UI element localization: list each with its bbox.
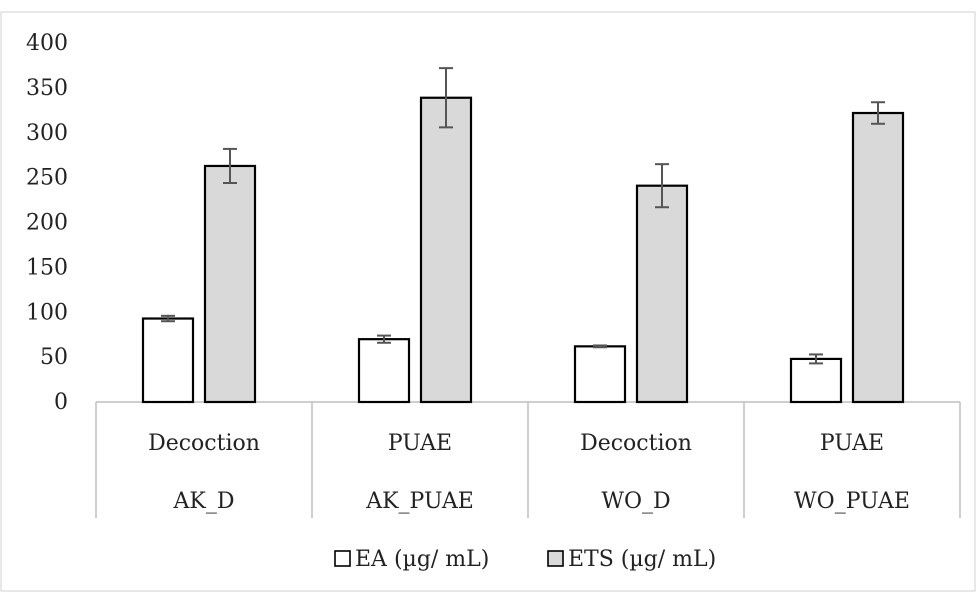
y-tick-label: 250 [26, 166, 68, 191]
y-tick-label: 50 [40, 345, 68, 370]
bar [203, 164, 257, 404]
chart-border [0, 11, 976, 592]
y-tick-label: 350 [26, 76, 68, 101]
bar [419, 96, 473, 404]
y-tick-label: 400 [26, 31, 68, 56]
category-method-label: PUAE [820, 431, 884, 456]
bar [357, 338, 411, 404]
bar [635, 184, 689, 404]
y-tick-label: 0 [54, 390, 68, 415]
y-axis: 0 50 100 150 200 250 300 350 400 [26, 31, 68, 415]
category-sample-label: AK_PUAE [365, 489, 474, 514]
category-method-label: PUAE [388, 431, 452, 456]
legend-label: ETS (µg/ mL) [568, 547, 716, 572]
category-method-label: Decoction [580, 431, 692, 456]
legend-swatch [547, 550, 564, 567]
legend-label: EA (µg/ mL) [355, 547, 489, 572]
legend-swatch [334, 550, 351, 567]
bar [573, 345, 627, 404]
bar [851, 111, 905, 404]
y-tick-label: 150 [26, 255, 68, 280]
category-sample-label: AK_D [173, 489, 235, 514]
legend: EA (µg/ mL) ETS (µg/ mL) [334, 547, 716, 572]
category-method-label: Decoction [148, 431, 260, 456]
bar [789, 357, 843, 404]
error-bars [161, 67, 885, 365]
category-sample-label: WO_D [601, 489, 670, 514]
bar [141, 317, 195, 404]
y-tick-label: 300 [26, 121, 68, 146]
category-sample-label: WO_PUAE [794, 489, 910, 514]
y-tick-label: 100 [26, 300, 68, 325]
bars [141, 96, 905, 404]
y-tick-label: 200 [26, 211, 68, 236]
